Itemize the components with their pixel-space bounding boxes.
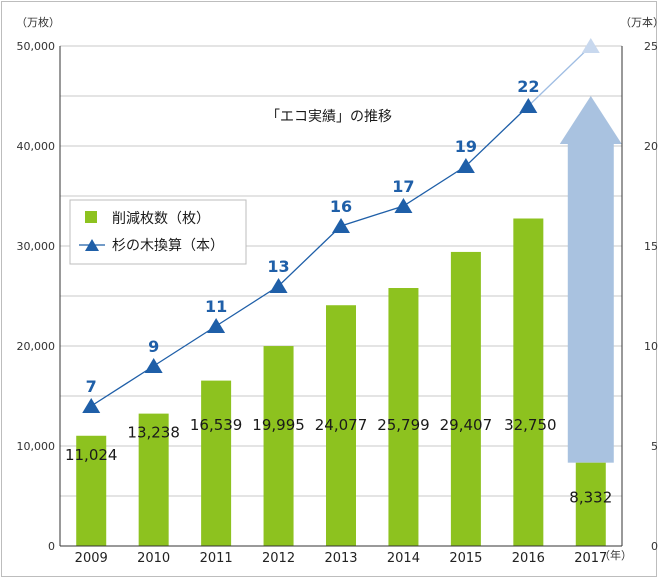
left-tick-label: 10,000 [17,440,56,453]
left-tick-label: 20,000 [17,340,56,353]
line-value-label: 7 [86,377,97,396]
bar-2011 [201,380,232,546]
line-value-label: 9 [148,337,159,356]
legend-box [69,199,247,265]
bar-value-label: 25,799 [377,416,430,434]
line-value-label: 19 [455,137,477,156]
left-tick-label: 30,000 [17,240,56,253]
x-axis-unit: （年） [599,548,632,562]
bar-value-label: 19,995 [252,416,305,434]
x-tick-label: 2010 [137,551,170,566]
right-tick-label: 10 [644,340,658,353]
bar-value-label: 8,332 [569,489,612,507]
legend-bar-label: 削減枚数（枚） [112,210,210,227]
right-tick-label: 25 [644,40,658,53]
projection-arrow-layer [559,96,622,463]
x-tick-label: 2017 [574,551,607,566]
line-projection-path [527,45,592,107]
right-tick-label: 20 [644,140,658,153]
right-tick-label: 15 [644,240,658,253]
line-value-label: 13 [267,257,289,276]
x-tick-label: 2014 [387,551,420,566]
bar-value-label: 29,407 [440,416,493,434]
x-tick-label: 2012 [262,551,295,566]
x-tick-label: 2011 [200,551,233,566]
bar-2013 [326,305,356,546]
bar-2010 [138,413,169,546]
line-value-label: 22 [517,77,539,96]
line-value-label: 11 [205,297,227,316]
right-tick-label: 5 [651,440,658,453]
line-series-path [90,105,529,407]
bar-value-label: 32,750 [504,416,557,434]
right-tick-label: 0 [651,540,658,553]
bar-value-label: 11,024 [65,446,118,464]
bars [76,218,606,546]
x-tick-label: 2013 [324,551,357,566]
bar-2016 [513,218,544,546]
left-tick-label: 40,000 [17,140,56,153]
legend-bar-swatch [85,211,97,223]
legend-line-marker [85,239,99,251]
line-marker-2016 [519,98,538,113]
bar-2014 [388,288,419,546]
right-axis-unit: （万本） [620,15,658,29]
chart-annotation: 「エコ実績」の推移 [266,109,392,125]
line-marker-2010 [144,358,163,373]
left-tick-label: 0 [48,540,55,553]
x-tick-label: 2015 [449,551,482,566]
line-marker-2011 [207,318,226,333]
bar-value-label: 13,238 [127,424,180,442]
line-marker-2014 [394,198,413,213]
bar-value-label: 24,077 [315,416,368,434]
line-marker-2009 [82,398,101,413]
line-marker-2017 [581,38,600,53]
axes: 0 10,000 20,000 30,000 40,000 50,000 0 5 10 15 20 2… [17,40,659,566]
legend: 削減枚数（枚） 杉の木換算（本） [69,199,247,265]
line-marker-2013 [332,218,350,233]
projection-arrow-shaft [567,144,614,463]
line-value-label: 16 [330,197,352,216]
bar-2009 [76,435,107,546]
bar-2015 [450,251,481,546]
bar-2017 [575,462,606,546]
line-marker-2012 [269,278,288,293]
legend-line-label: 杉の木換算（本） [112,238,224,254]
projection-arrow-head [559,96,622,144]
line-value-label: 17 [392,177,414,196]
line-marker-2015 [456,158,475,173]
data-labels: 11,024 13,238 16,539 19,995 24,077 25,799 29,4… [65,77,612,507]
bar-value-label: 16,539 [190,416,243,434]
bar-2012 [263,346,294,546]
x-tick-label: 2016 [512,551,545,566]
left-tick-label: 50,000 [17,40,56,53]
x-tick-label: 2009 [75,551,108,566]
line-series [82,38,600,413]
left-axis-unit: （万枚） [16,15,60,29]
